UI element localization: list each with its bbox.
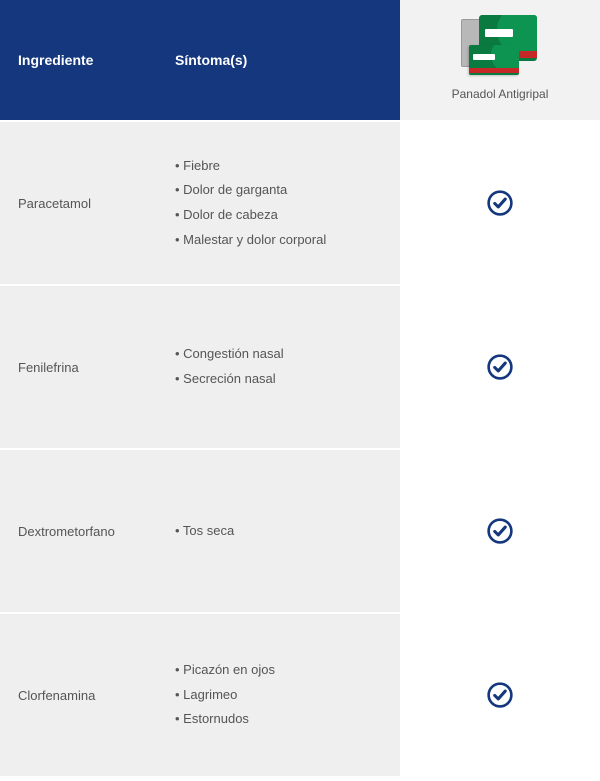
- product-image: [455, 15, 545, 79]
- header-row: Ingrediente Síntoma(s) Panadol Antigripa…: [0, 0, 600, 120]
- ingredients-table: Ingrediente Síntoma(s) Panadol Antigripa…: [0, 0, 600, 776]
- symptom-item: • Secreción nasal: [175, 367, 400, 392]
- symptom-item: • Estornudos: [175, 707, 400, 732]
- ingredient-cell: Clorfenamina: [0, 688, 175, 703]
- symptom-item: • Tos seca: [175, 519, 400, 544]
- symptom-item: • Congestión nasal: [175, 342, 400, 367]
- row-left: Dextrometorfano• Tos seca: [0, 450, 400, 612]
- ingredient-cell: Fenilefrina: [0, 360, 175, 375]
- symptom-cell: • Picazón en ojos• Lagrimeo• Estornudos: [175, 658, 400, 732]
- symptom-cell: • Fiebre• Dolor de garganta• Dolor de ca…: [175, 154, 400, 253]
- check-icon: [486, 353, 514, 381]
- check-cell: [400, 450, 600, 612]
- check-icon: [486, 189, 514, 217]
- header-symptom: Síntoma(s): [175, 52, 400, 68]
- table-row: Clorfenamina• Picazón en ojos• Lagrimeo•…: [0, 612, 600, 776]
- symptom-item: • Dolor de cabeza: [175, 203, 400, 228]
- header-left: Ingrediente Síntoma(s): [0, 0, 400, 120]
- symptom-item: • Lagrimeo: [175, 683, 400, 708]
- table-row: Paracetamol• Fiebre• Dolor de garganta• …: [0, 120, 600, 284]
- check-cell: [400, 122, 600, 284]
- symptom-cell: • Tos seca: [175, 519, 400, 544]
- check-icon: [486, 517, 514, 545]
- header-ingredient: Ingrediente: [0, 52, 175, 68]
- table-row: Dextrometorfano• Tos seca: [0, 448, 600, 612]
- check-cell: [400, 286, 600, 448]
- row-left: Fenilefrina• Congestión nasal• Secreción…: [0, 286, 400, 448]
- table-row: Fenilefrina• Congestión nasal• Secreción…: [0, 284, 600, 448]
- symptom-item: • Dolor de garganta: [175, 178, 400, 203]
- check-icon: [486, 681, 514, 709]
- check-cell: [400, 614, 600, 776]
- symptom-item: • Malestar y dolor corporal: [175, 228, 400, 253]
- symptom-cell: • Congestión nasal• Secreción nasal: [175, 342, 400, 391]
- ingredient-cell: Dextrometorfano: [0, 524, 175, 539]
- ingredient-cell: Paracetamol: [0, 196, 175, 211]
- product-name: Panadol Antigripal: [452, 87, 549, 101]
- row-left: Paracetamol• Fiebre• Dolor de garganta• …: [0, 122, 400, 284]
- symptom-item: • Fiebre: [175, 154, 400, 179]
- symptom-item: • Picazón en ojos: [175, 658, 400, 683]
- row-left: Clorfenamina• Picazón en ojos• Lagrimeo•…: [0, 614, 400, 776]
- header-product: Panadol Antigripal: [400, 0, 600, 120]
